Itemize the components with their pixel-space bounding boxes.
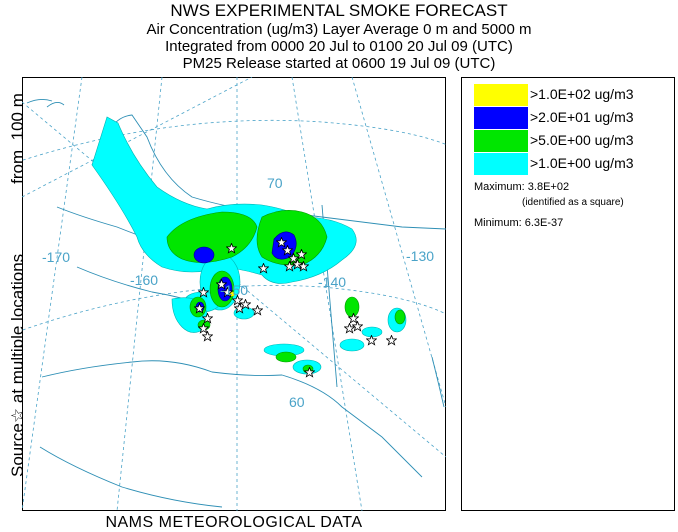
integration-period: Integrated from 0000 20 Jul to 0100 20 J… (165, 38, 513, 55)
lat-label-70: 70 (267, 175, 283, 191)
forecast-title: NWS EXPERIMENTAL SMOKE FORECAST (170, 1, 508, 20)
lon-label-150: -150 (220, 282, 248, 298)
legend-row-level2: >5.0E+00 ug/m3 (474, 130, 670, 152)
lon-label-170: -170 (42, 249, 70, 265)
lon-label-130: -130 (406, 248, 434, 264)
lon-label-140: -140 (318, 274, 346, 290)
legend-label-level3: >2.0E+01 ug/m3 (530, 109, 634, 125)
lat-label-60: 60 (289, 394, 305, 410)
legend-label-level2: >5.0E+00 ug/m3 (530, 132, 634, 148)
legend-row-level1: >1.0E+00 ug/m3 (474, 153, 670, 175)
met-data-footer: NAMS METEOROLOGICAL DATA (105, 514, 363, 531)
legend-max-note: (identified as a square) (522, 197, 624, 208)
smoke-map: -170 -160 -150 -140 -130 70 60 (22, 77, 446, 511)
concentration-subtitle: Air Concentration (ug/m3) Layer Average … (146, 21, 532, 38)
legend-label-level4: >1.0E+02 ug/m3 (530, 86, 634, 102)
legend-swatch-blue (474, 107, 528, 129)
legend-minimum: Minimum: 6.3E-37 (474, 217, 564, 229)
release-time: PM25 Release started at 0600 19 Jul 09 (… (182, 55, 496, 72)
legend-swatch-cyan (474, 153, 528, 175)
legend-row-level3: >2.0E+01 ug/m3 (474, 107, 670, 129)
legend-label-level1: >1.0E+00 ug/m3 (530, 155, 634, 171)
legend-maximum: Maximum: 3.8E+02 (474, 181, 570, 193)
lon-label-160: -160 (130, 272, 158, 288)
legend-row-level4: >1.0E+02 ug/m3 (474, 84, 670, 106)
legend-swatch-yellow (474, 84, 528, 106)
legend-swatch-green (474, 130, 528, 152)
concentration-legend: >1.0E+02 ug/m3 >2.0E+01 ug/m3 >5.0E+00 u… (461, 77, 675, 511)
